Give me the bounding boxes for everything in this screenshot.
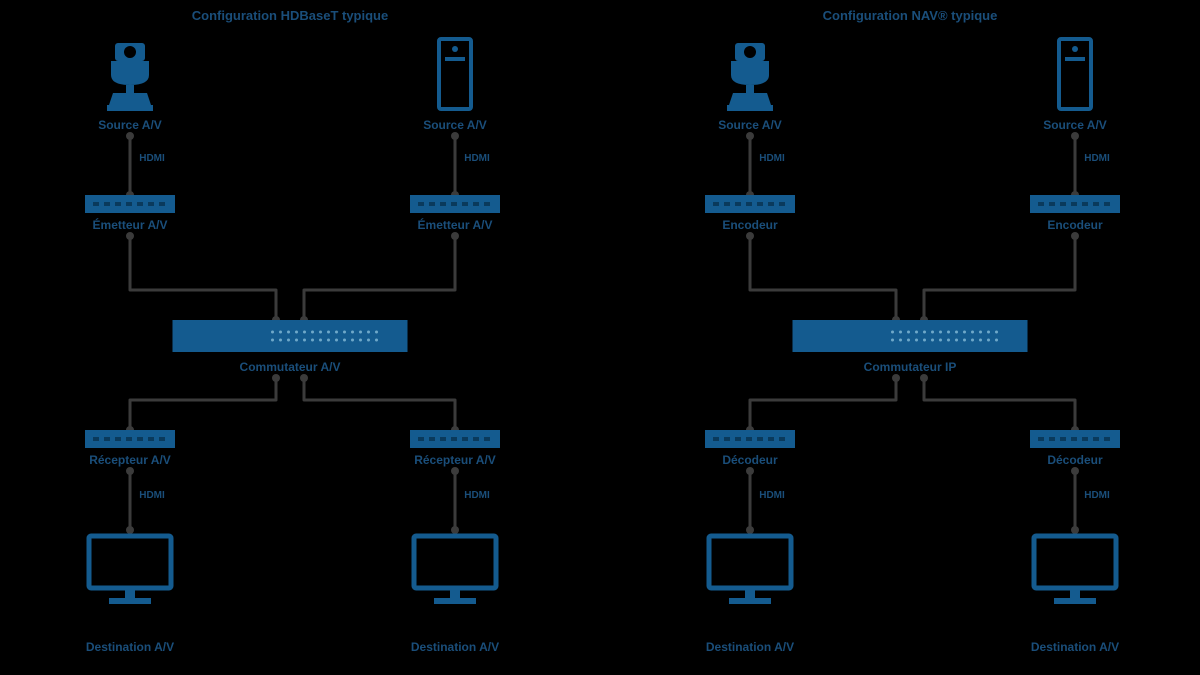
diagram-label: Destination A/V bbox=[1031, 640, 1119, 654]
diagram-label: Destination A/V bbox=[706, 640, 794, 654]
diagram-label: HDMI bbox=[1084, 490, 1110, 501]
